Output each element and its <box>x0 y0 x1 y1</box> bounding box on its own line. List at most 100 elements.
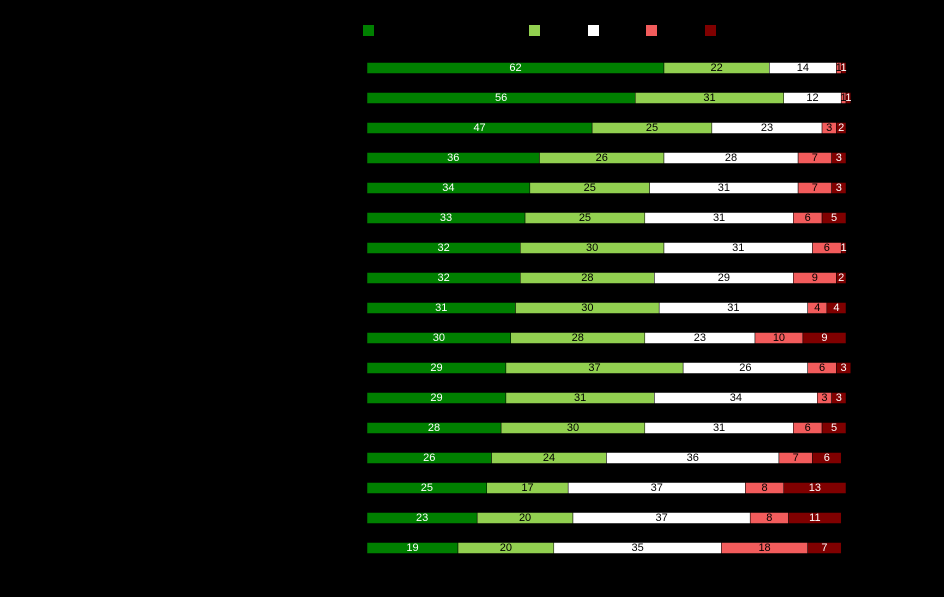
data-label: 5 <box>831 422 837 434</box>
bar-segment-series-5 <box>821 422 847 434</box>
data-label: 7 <box>821 542 827 554</box>
data-label: 31 <box>713 212 725 224</box>
data-label: 22 <box>711 62 723 74</box>
data-label: 25 <box>646 122 658 134</box>
bar-row: 34 25 31 7 3 <box>366 182 847 194</box>
data-label: 1 <box>841 242 847 254</box>
data-label: 6 <box>805 212 811 224</box>
bar-segment-series-5 <box>836 122 847 134</box>
bar-row: 62 22 14 11 <box>366 62 847 74</box>
data-label: 30 <box>581 302 593 314</box>
data-label: 36 <box>687 452 699 464</box>
data-label: 1 <box>845 92 851 104</box>
legend-swatch-2 <box>529 25 540 36</box>
bar-row: 29 37 26 6 3 <box>366 362 852 374</box>
data-label: 32 <box>438 242 450 254</box>
data-label: 56 <box>495 92 507 104</box>
data-label: 30 <box>433 332 445 344</box>
data-label: 9 <box>821 332 827 344</box>
data-label: 3 <box>841 362 847 374</box>
data-label: 1 <box>841 62 847 74</box>
data-label: 29 <box>430 362 442 374</box>
bar-segment-series-5 <box>807 542 842 554</box>
data-label: 8 <box>766 512 772 524</box>
data-label: 62 <box>509 62 521 74</box>
data-label: 25 <box>579 212 591 224</box>
bar-segment-series-5 <box>840 62 847 74</box>
data-label: 7 <box>812 182 818 194</box>
data-label: 31 <box>718 182 730 194</box>
data-label: 5 <box>831 212 837 224</box>
data-label: 7 <box>793 452 799 464</box>
data-label: 23 <box>761 122 773 134</box>
data-label: 2 <box>838 272 844 284</box>
data-label: 28 <box>428 422 440 434</box>
data-label: 12 <box>806 92 818 104</box>
bar-segment-series-5 <box>836 272 847 284</box>
data-label: 25 <box>584 182 596 194</box>
data-label: 30 <box>567 422 579 434</box>
bar-row: 26 24 36 7 6 <box>366 452 842 464</box>
data-label: 3 <box>821 392 827 404</box>
bar-row: 47 25 23 3 2 <box>366 122 847 134</box>
data-label: 26 <box>596 152 608 164</box>
bar-segment-series-5 <box>812 452 842 464</box>
bar-segment-series-5 <box>821 212 847 224</box>
data-label: 2 <box>838 122 844 134</box>
legend-swatch-4 <box>646 25 657 36</box>
bar-segment-series-5 <box>802 332 847 344</box>
data-label: 26 <box>739 362 751 374</box>
data-label: 32 <box>438 272 450 284</box>
data-label: 3 <box>836 152 842 164</box>
data-label: 17 <box>521 482 533 494</box>
bar-row: 31 30 31 4 4 <box>366 302 847 314</box>
data-label: 11 <box>809 512 820 524</box>
data-label: 29 <box>430 392 442 404</box>
data-label: 34 <box>730 392 742 404</box>
data-label: 37 <box>588 362 600 374</box>
data-label: 31 <box>732 242 744 254</box>
data-label: 4 <box>833 302 839 314</box>
data-label: 1 <box>836 62 842 74</box>
data-label: 23 <box>416 512 428 524</box>
legend <box>363 25 716 36</box>
data-label: 28 <box>572 332 584 344</box>
data-label: 35 <box>632 542 644 554</box>
data-label: 3 <box>836 392 842 404</box>
data-label: 6 <box>824 452 830 464</box>
bar-segment-series-5 <box>840 242 847 254</box>
bar-row: 30 28 23 10 9 <box>366 332 847 344</box>
bar-segment-series-5 <box>826 302 847 314</box>
data-label: 31 <box>574 392 586 404</box>
data-label: 19 <box>406 542 418 554</box>
bar-segment-series-5 <box>831 182 847 194</box>
data-label: 1 <box>841 92 847 104</box>
data-label: 3 <box>826 122 832 134</box>
data-label: 31 <box>703 92 715 104</box>
bar-row: 29 31 34 3 3 <box>366 392 847 404</box>
bar-row: 23 20 37 8 11 <box>366 512 842 524</box>
bar-row: 32 30 31 6 1 <box>366 242 847 254</box>
data-label: 37 <box>655 512 667 524</box>
bar-segment-series-5 <box>788 512 842 524</box>
data-label: 37 <box>651 482 663 494</box>
data-label: 28 <box>725 152 737 164</box>
data-label: 18 <box>758 542 770 554</box>
data-label: 26 <box>423 452 435 464</box>
legend-swatch-5 <box>705 25 716 36</box>
data-label: 47 <box>473 122 485 134</box>
data-label: 20 <box>500 542 512 554</box>
data-label: 10 <box>773 332 785 344</box>
bar-segment-series-5 <box>831 392 847 404</box>
data-label: 6 <box>805 422 811 434</box>
data-label: 29 <box>718 272 730 284</box>
bar-row: 25 17 37 8 13 <box>366 482 847 494</box>
data-label: 31 <box>713 422 725 434</box>
data-label: 6 <box>819 362 825 374</box>
data-label: 23 <box>694 332 706 344</box>
data-label: 31 <box>727 302 739 314</box>
data-label: 7 <box>812 152 818 164</box>
